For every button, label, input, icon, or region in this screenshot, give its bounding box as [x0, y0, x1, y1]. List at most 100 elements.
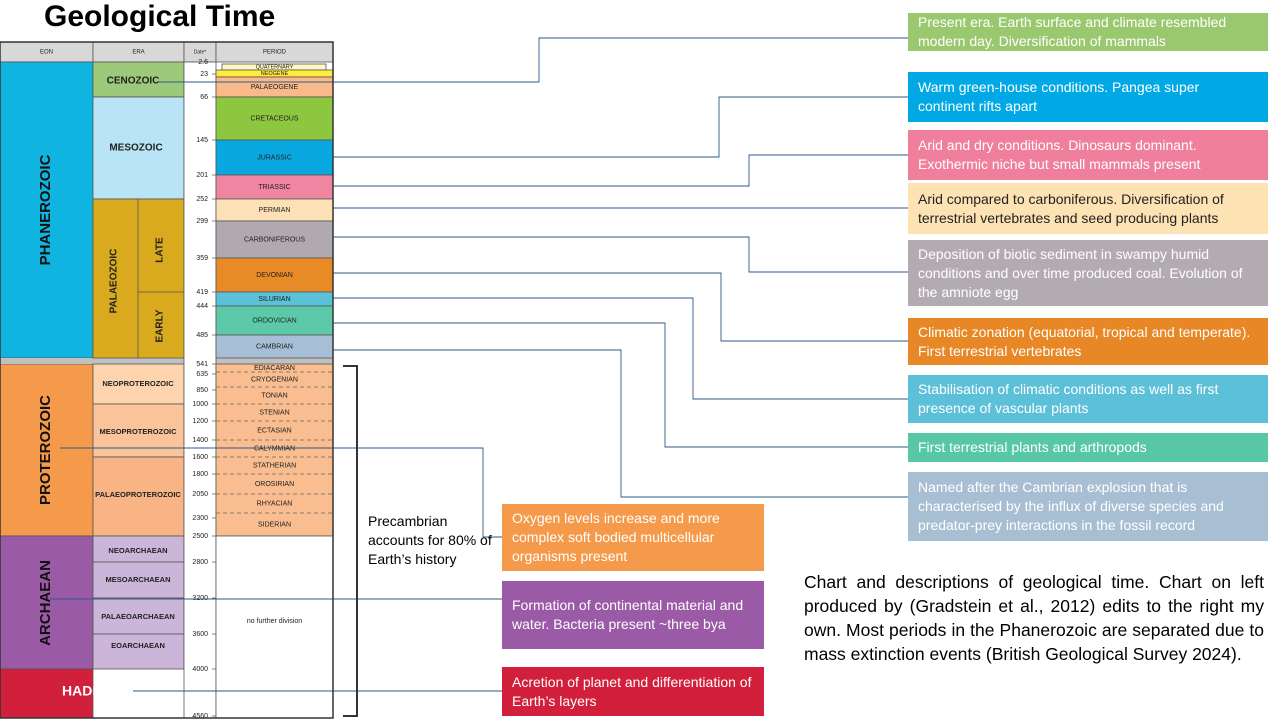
date-label-4000: 4000: [192, 666, 208, 673]
connector-line-2: [333, 154, 908, 187]
period-label-cambrian: CAMBRIAN: [256, 343, 293, 350]
description-present-era: Present era. Earth surface and climate r…: [908, 13, 1268, 51]
precambrian-bracket: [343, 365, 358, 717]
period-label-cryogenian: CRYOGENIAN: [251, 376, 298, 383]
period-block-triassic: [215, 174, 334, 200]
period-block-cretaceous: [215, 96, 334, 141]
date-label-3600: 3600: [192, 631, 208, 638]
period-label-rhyacian: RHYACIAN: [257, 500, 293, 507]
description-hadean: Acretion of planet and differentiation o…: [502, 667, 764, 716]
period-label-permian: PERMIAN: [259, 207, 291, 214]
eon-label-phanerozoic: PHANEROZOIC: [37, 154, 54, 265]
period-label-no-further-division: no further division: [247, 618, 302, 625]
period-label-quaternary: QUATERNARY: [256, 64, 294, 70]
era-block-mesoarchaean: [92, 561, 185, 599]
page-title: Geological Time: [44, 0, 276, 33]
description-arid-permian: Arid compared to carboniferous. Diversif…: [908, 183, 1268, 234]
period-label-cretaceous: CRETACEOUS: [250, 115, 298, 122]
date-label-850: 850: [196, 387, 208, 394]
period-label-siderian: SIDERIAN: [258, 521, 291, 528]
date-label-1000: 1000: [192, 401, 208, 408]
caption: Chart and descriptions of geological tim…: [804, 572, 1264, 664]
era-block-neoarchaean: [92, 535, 185, 563]
date-label-201: 201: [196, 172, 208, 179]
connector-line-7: [333, 322, 908, 448]
description-warm-greenhouse: Warm green-house conditions. Pangea supe…: [908, 72, 1268, 122]
description-proterozoic: Oxygen levels increase and more complex …: [502, 504, 764, 571]
period-label-jurassic: JURASSIC: [257, 154, 292, 161]
era-label-mesoproterozoic: MESOPROTEROZOIC: [99, 427, 177, 436]
date-label-4560: 4560: [192, 713, 208, 720]
era-block-palaeoproterozoic: [92, 456, 185, 537]
header-period: PERIOD: [263, 50, 287, 56]
period-label-stenian: STENIAN: [259, 409, 289, 416]
date-label-252: 252: [196, 196, 208, 203]
era-label-cenozoic: CENOZOIC: [107, 76, 160, 87]
date-label-635: 635: [196, 371, 208, 378]
connector-line-4: [333, 236, 908, 273]
date-label-2050: 2050: [192, 491, 208, 498]
connector-line-0: [158, 37, 908, 83]
date-label-23: 23: [200, 71, 208, 78]
date-label-299: 299: [196, 218, 208, 225]
connector-line-1: [333, 96, 908, 158]
date-label-2800: 2800: [192, 559, 208, 566]
eon-block-archaean: [0, 535, 94, 670]
subeon-label-early: EARLY: [155, 309, 166, 342]
eon-block-phanerozoic: [0, 61, 94, 359]
header-era: ERA: [132, 50, 144, 56]
period-block-devonian: [215, 257, 334, 293]
date-label-1200: 1200: [192, 418, 208, 425]
period-label-neogene: NEOGENE: [261, 71, 289, 77]
eon-block-proterozoic: [0, 363, 94, 537]
period-label-ordovician: ORDOVICIAN: [252, 317, 296, 324]
era-label-eoarchaean: EOARCHAEAN: [111, 641, 165, 650]
date-label-444: 444: [196, 303, 208, 310]
subeon-label-late: LATE: [155, 237, 166, 263]
era-label-neoarchaean: NEOARCHAEAN: [108, 546, 167, 555]
period-block-ordovician: [215, 305, 334, 336]
era-block-cenozoic: [92, 61, 185, 98]
era-label-palaeozoic: PALAEOZOIC: [109, 249, 120, 314]
era-label-mesoarchaean: MESOARCHAEAN: [105, 575, 170, 584]
period-label-palaeogene: PALAEOGENE: [251, 84, 299, 91]
period-label-statherian: STATHERIAN: [253, 462, 296, 469]
description-devonian: Climatic zonation (equatorial, tropical …: [908, 318, 1268, 365]
header-date: Date*: [194, 49, 207, 55]
era-label-palaeoarchaean: PALAEOARCHAEAN: [101, 612, 175, 621]
era-block-palaeoarchaean: [92, 597, 185, 635]
era-block-eoarchaean: [92, 633, 185, 670]
chart-border: [0, 41, 334, 719]
period-label-orosirian: OROSIRIAN: [255, 481, 294, 488]
date-label-1400: 1400: [192, 437, 208, 444]
description-ordovician: First terrestrial plants and arthropods: [908, 433, 1268, 462]
period-block-jurassic: [215, 139, 334, 176]
period-label-ediacaran: EDIACARAN: [254, 365, 295, 372]
period-label-ectasian: ECTASIAN: [257, 427, 292, 434]
era-block-palaeozoic: [92, 198, 185, 359]
date-label-66: 66: [200, 94, 208, 101]
header-eon: EON: [40, 50, 53, 56]
eon-label-hadean: HADEAN: [62, 683, 122, 699]
eon-label-archaean: ARCHAEAN: [37, 560, 54, 646]
era-label-neoproterozoic: NEOPROTEROZOIC: [102, 379, 174, 388]
eon-block-hadean: [0, 668, 94, 719]
era-label-palaeoproterozoic: PALAEOPROTEROZOIC: [95, 490, 181, 499]
date-label-485: 485: [196, 332, 208, 339]
date-label-3200: 3200: [192, 595, 208, 602]
era-label-mesozoic: MESOZOIC: [109, 143, 162, 154]
description-arid-dry: Arid and dry conditions. Dinosaurs domin…: [908, 130, 1268, 180]
eon-label-proterozoic: PROTEROZOIC: [37, 395, 54, 505]
date-label-2500: 2500: [192, 533, 208, 540]
description-archaean: Formation of continental material and wa…: [502, 581, 764, 649]
period-label-carboniferous: CARBONIFEROUS: [244, 236, 305, 243]
precambrian-note: Precambrian accounts for 80% of Earth’s …: [368, 513, 492, 567]
date-label-359: 359: [196, 255, 208, 262]
date-label-1600: 1600: [192, 454, 208, 461]
date-label-1800: 1800: [192, 471, 208, 478]
connector-line-8: [333, 349, 908, 498]
description-carboniferous: Deposition of biotic sediment in swampy …: [908, 240, 1268, 306]
date-label-145: 145: [196, 137, 208, 144]
period-label-devonian: DEVONIAN: [256, 272, 293, 279]
connector-line-6: [333, 297, 908, 400]
